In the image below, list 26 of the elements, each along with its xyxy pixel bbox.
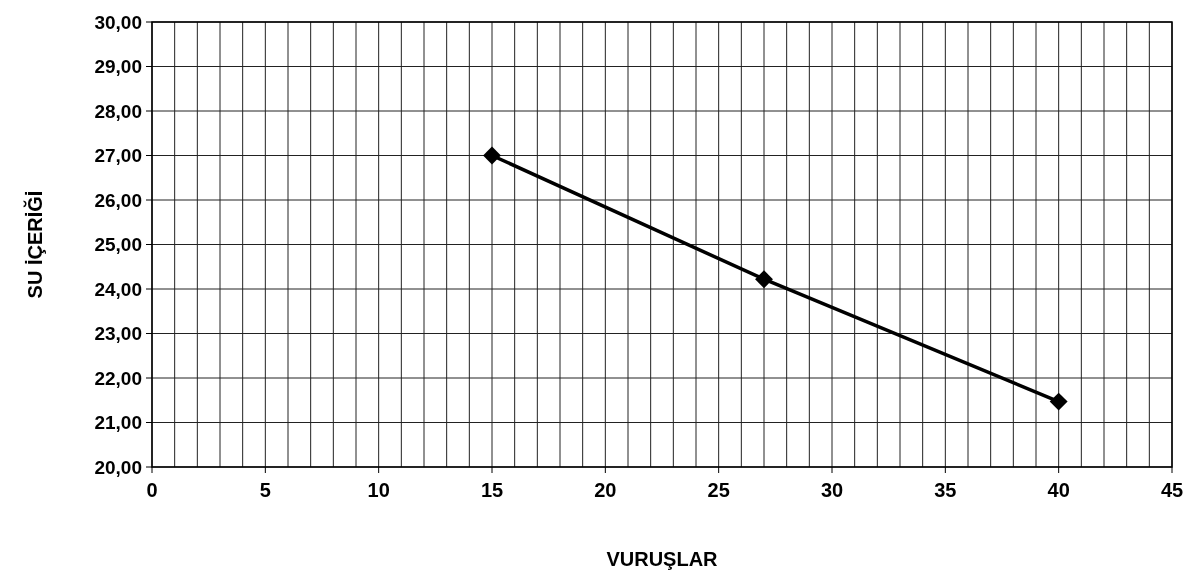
y-tick-label: 30,00 <box>94 11 142 33</box>
x-axis-title: VURUŞLAR <box>606 548 719 570</box>
point <box>483 146 501 165</box>
x-tick-label: 30 <box>820 479 844 501</box>
y-tick-label: 22,00 <box>94 367 142 389</box>
x-tick-label: 10 <box>367 479 390 501</box>
y-tick-label: 28,00 <box>94 100 142 122</box>
y-tick-label: 21,00 <box>94 412 142 434</box>
point <box>755 270 773 289</box>
x-tick-label: 45 <box>1160 479 1184 501</box>
x-tick-label: 25 <box>707 479 730 501</box>
y-tick-label: 25,00 <box>94 234 142 256</box>
y-tick-label: 26,00 <box>94 189 142 211</box>
y-tick-label: 20,00 <box>94 456 142 478</box>
y-tick-label: 27,00 <box>94 145 142 167</box>
x-tick-label: 40 <box>1047 479 1070 501</box>
x-tick-label: 35 <box>934 479 957 501</box>
x-tick-label: 0 <box>146 479 158 501</box>
point <box>1049 392 1068 411</box>
x-tick-label: 20 <box>594 479 617 501</box>
x-tick-label: 5 <box>259 479 271 501</box>
y-axis-title: SU İÇERİĞİ <box>23 190 46 299</box>
x-tick-label: 15 <box>480 479 504 501</box>
y-tick-label: 29,00 <box>94 56 142 78</box>
y-tick-label: 24,00 <box>94 278 142 300</box>
y-tick-label: 23,00 <box>94 323 142 345</box>
